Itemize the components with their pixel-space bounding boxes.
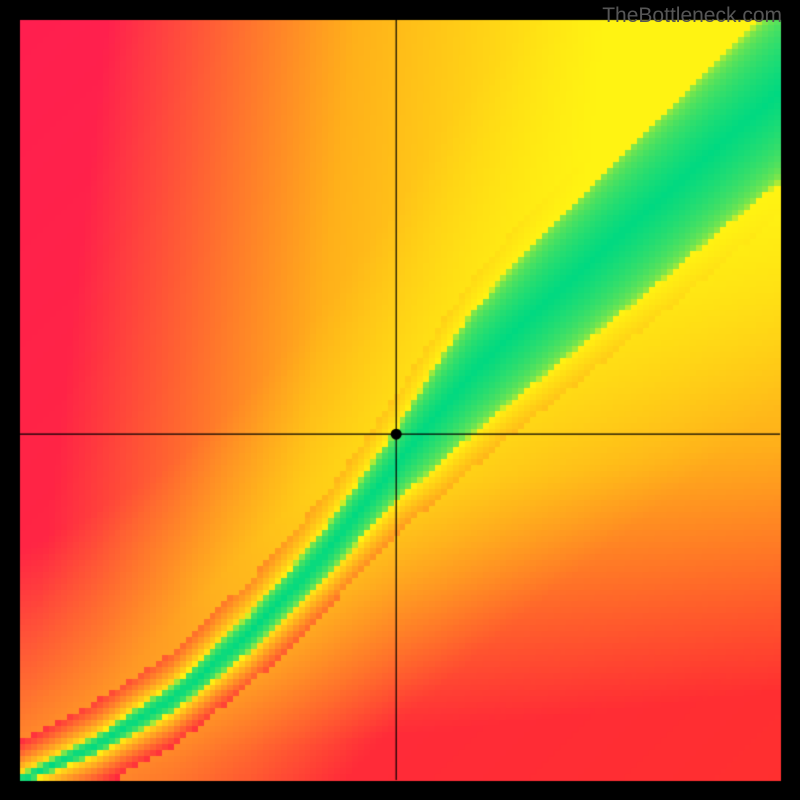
bottleneck-heatmap <box>0 0 800 800</box>
watermark-text: TheBottleneck.com <box>602 4 782 28</box>
